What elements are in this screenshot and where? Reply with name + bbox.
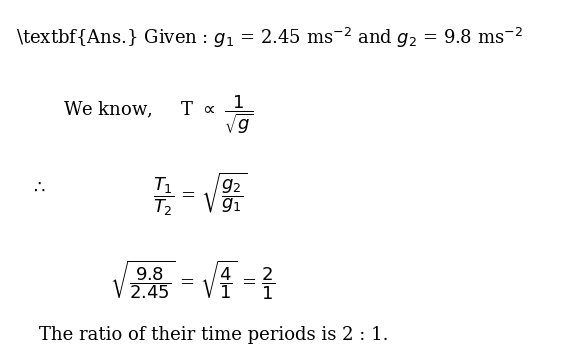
Text: The ratio of their time periods is 2 : 1.: The ratio of their time periods is 2 : 1… xyxy=(39,326,389,344)
Text: $\therefore$: $\therefore$ xyxy=(30,178,45,196)
Text: \textbf{Ans.} Given : $g_1$ = 2.45 ms$^{-2}$ and $g_2$ = 9.8 ms$^{-2}$: \textbf{Ans.} Given : $g_1$ = 2.45 ms$^{… xyxy=(16,26,522,50)
Text: $\dfrac{T_1}{T_2}$ = $\sqrt{\dfrac{g_2}{g_1}}$: $\dfrac{T_1}{T_2}$ = $\sqrt{\dfrac{g_2}{… xyxy=(153,171,247,218)
Text: $\sqrt{\dfrac{9.8}{2.45}}$ = $\sqrt{\dfrac{4}{1}}$ = $\dfrac{2}{1}$: $\sqrt{\dfrac{9.8}{2.45}}$ = $\sqrt{\dfr… xyxy=(110,259,275,302)
Text: We know,     T $\propto$ $\dfrac{1}{\sqrt{g}}$: We know, T $\propto$ $\dfrac{1}{\sqrt{g}… xyxy=(63,93,253,136)
